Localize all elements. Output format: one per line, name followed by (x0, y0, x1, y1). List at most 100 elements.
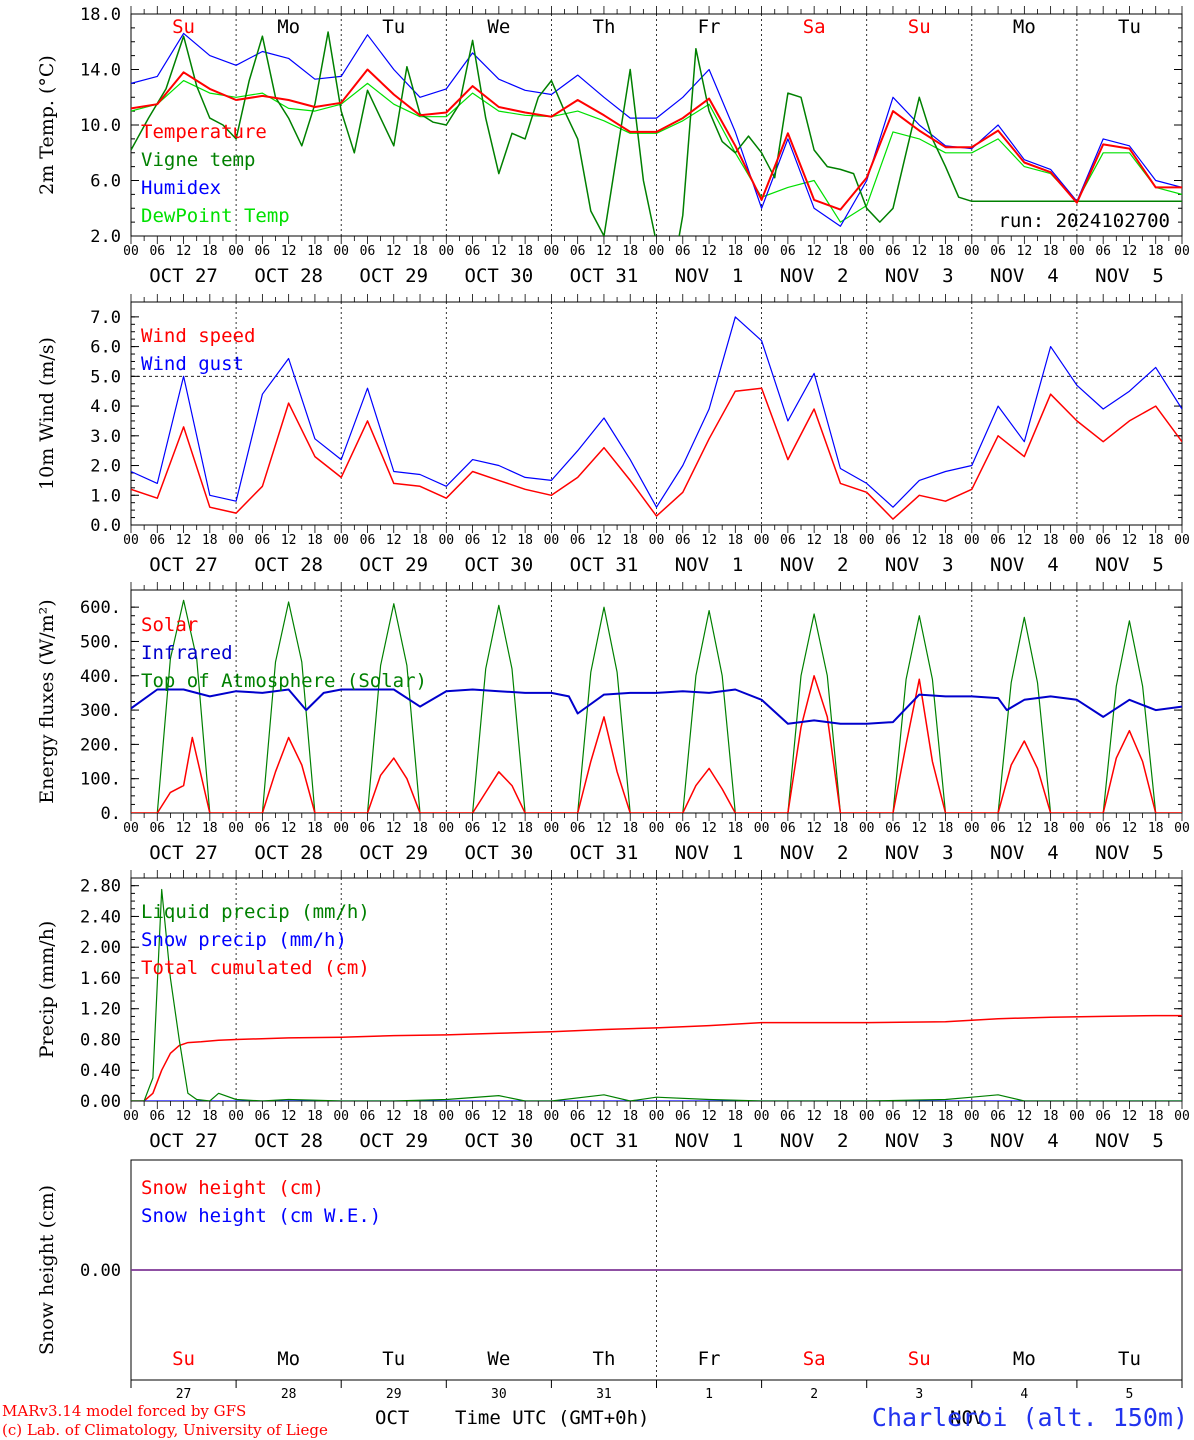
hour-tick-label: 00 (1174, 244, 1190, 259)
hour-tick-label: 00 (1069, 821, 1085, 836)
x-axis-title: Time UTC (GMT+0h) (455, 1407, 649, 1429)
hour-tick-label: 06 (255, 1109, 271, 1124)
date-label: NOV 4 (990, 842, 1059, 864)
hour-tick-label: 00 (649, 821, 665, 836)
hour-tick-label: 18 (622, 533, 638, 548)
y-tick-label: 7.0 (90, 308, 121, 328)
day-name-label: Tu (382, 16, 405, 38)
hour-tick-label: 18 (412, 244, 428, 259)
date-label: NOV 3 (885, 554, 954, 576)
date-label: NOV 1 (675, 842, 744, 864)
series-line (131, 1014, 1182, 1101)
hour-tick-label: 00 (649, 244, 665, 259)
date-label: OCT 31 (570, 842, 639, 864)
date-label: NOV 2 (780, 842, 849, 864)
hour-tick-label: 00 (544, 1109, 560, 1124)
day-number-label: 5 (1126, 1387, 1134, 1402)
panel-energy: 00 06 12 18 00 06 12 18 00 06 12 18 00 06 12 18 00 06 12 18… (36, 582, 1190, 864)
day-number-label: 28 (281, 1387, 297, 1402)
hour-tick-label: 18 (517, 1109, 533, 1124)
hour-tick-label: 00 (754, 533, 770, 548)
hour-tick-label: 12 (1122, 1109, 1138, 1124)
hour-tick-label: 00 (859, 821, 875, 836)
hour-tick-label: 00 (859, 1109, 875, 1124)
y-tick-label: 0.00 (80, 1261, 121, 1281)
hour-tick-label: 12 (176, 1109, 192, 1124)
day-name-label: Th (593, 1348, 616, 1370)
hour-tick-label: 06 (360, 533, 376, 548)
hour-tick-label: 06 (255, 244, 271, 259)
panel-wind: 00 06 12 18 00 06 12 18 00 06 12 18 00 06 12 18 00 06 12 18… (36, 294, 1190, 576)
day-name-label: Tu (382, 1348, 405, 1370)
date-label: NOV 1 (675, 1130, 744, 1152)
y-tick-label: 1.60 (80, 969, 121, 989)
hour-tick-label: 18 (727, 244, 743, 259)
day-number-label: 4 (1020, 1387, 1028, 1402)
day-number-label: 2 (810, 1387, 818, 1402)
y-axis-title: Precip (mm/h) (36, 921, 58, 1059)
y-tick-label: 500. (80, 632, 121, 652)
hour-tick-label: 18 (412, 533, 428, 548)
hour-tick-label: 12 (806, 533, 822, 548)
meteogram-panels: 00 06 12 18 00 06 12 18 00 06 12 18 00 06 12 18 00 06 12 18… (36, 5, 1190, 1402)
hour-tick-label: 00 (123, 533, 139, 548)
hour-tick-label: 00 (544, 533, 560, 548)
hour-tick-label: 00 (438, 821, 454, 836)
hour-tick-label: 18 (202, 821, 218, 836)
day-name-label: Su (172, 1348, 195, 1370)
hour-tick-label: 18 (1043, 1109, 1059, 1124)
date-label: OCT 31 (570, 1130, 639, 1152)
hour-tick-label: 06 (885, 533, 901, 548)
hour-tick-label: 12 (596, 821, 612, 836)
hour-tick-label: 06 (1095, 821, 1111, 836)
hour-tick-label: 06 (885, 244, 901, 259)
y-tick-label: 0.40 (80, 1061, 121, 1081)
y-tick-label: 200. (80, 735, 121, 755)
day-number-label: 30 (491, 1387, 507, 1402)
panel-precip: 00 06 12 18 00 06 12 18 00 06 12 18 00 06 12 18 00 06 12 18… (36, 870, 1190, 1152)
hour-tick-label: 18 (1148, 533, 1164, 548)
hour-tick-label: 00 (964, 1109, 980, 1124)
hour-tick-label: 00 (859, 533, 875, 548)
hour-tick-label: 18 (517, 533, 533, 548)
hour-tick-label: 18 (1148, 244, 1164, 259)
hour-tick-label: 00 (123, 1109, 139, 1124)
hour-tick-label: 06 (255, 533, 271, 548)
hour-tick-label: 00 (228, 244, 244, 259)
axis-month-nov: NOV (950, 1407, 984, 1429)
y-tick-label: 5.0 (90, 367, 121, 387)
day-name-label: Su (908, 16, 931, 38)
y-tick-label: 14.0 (80, 61, 121, 81)
hour-tick-label: 00 (1069, 244, 1085, 259)
day-name-label: Mo (1013, 16, 1036, 38)
date-label: NOV 2 (780, 1130, 849, 1152)
legend-entry: Snow height (cm) (141, 1177, 324, 1199)
hour-tick-label: 00 (649, 1109, 665, 1124)
hour-tick-label: 06 (465, 533, 481, 548)
hour-tick-label: 00 (333, 244, 349, 259)
hour-tick-label: 00 (544, 821, 560, 836)
date-label: OCT 28 (254, 842, 323, 864)
hour-tick-label: 12 (176, 244, 192, 259)
hour-tick-label: 06 (465, 821, 481, 836)
day-name-label: Mo (277, 16, 300, 38)
hour-tick-label: 06 (360, 1109, 376, 1124)
date-label: OCT 28 (254, 554, 323, 576)
panel-snow: 0.00 Snow height (cm) Snow height (cm) Snow… (36, 1159, 1183, 1402)
hour-tick-label: 00 (1069, 1109, 1085, 1124)
hour-tick-label: 18 (202, 244, 218, 259)
y-tick-label: 10.0 (80, 116, 121, 136)
day-name-label: Fr (698, 1348, 721, 1370)
run-annotation: run: 2024102700 (998, 210, 1170, 232)
hour-tick-label: 12 (911, 244, 927, 259)
date-label: NOV 4 (990, 265, 1059, 287)
date-label: OCT 30 (465, 1130, 534, 1152)
y-tick-label: 3.0 (90, 427, 121, 447)
hour-tick-label: 06 (780, 821, 796, 836)
hour-tick-label: 06 (780, 533, 796, 548)
date-label: OCT 29 (359, 265, 428, 287)
hour-tick-label: 12 (911, 1109, 927, 1124)
y-tick-label: 2.00 (80, 938, 121, 958)
hour-tick-label: 12 (701, 244, 717, 259)
hour-tick-label: 06 (675, 1109, 691, 1124)
